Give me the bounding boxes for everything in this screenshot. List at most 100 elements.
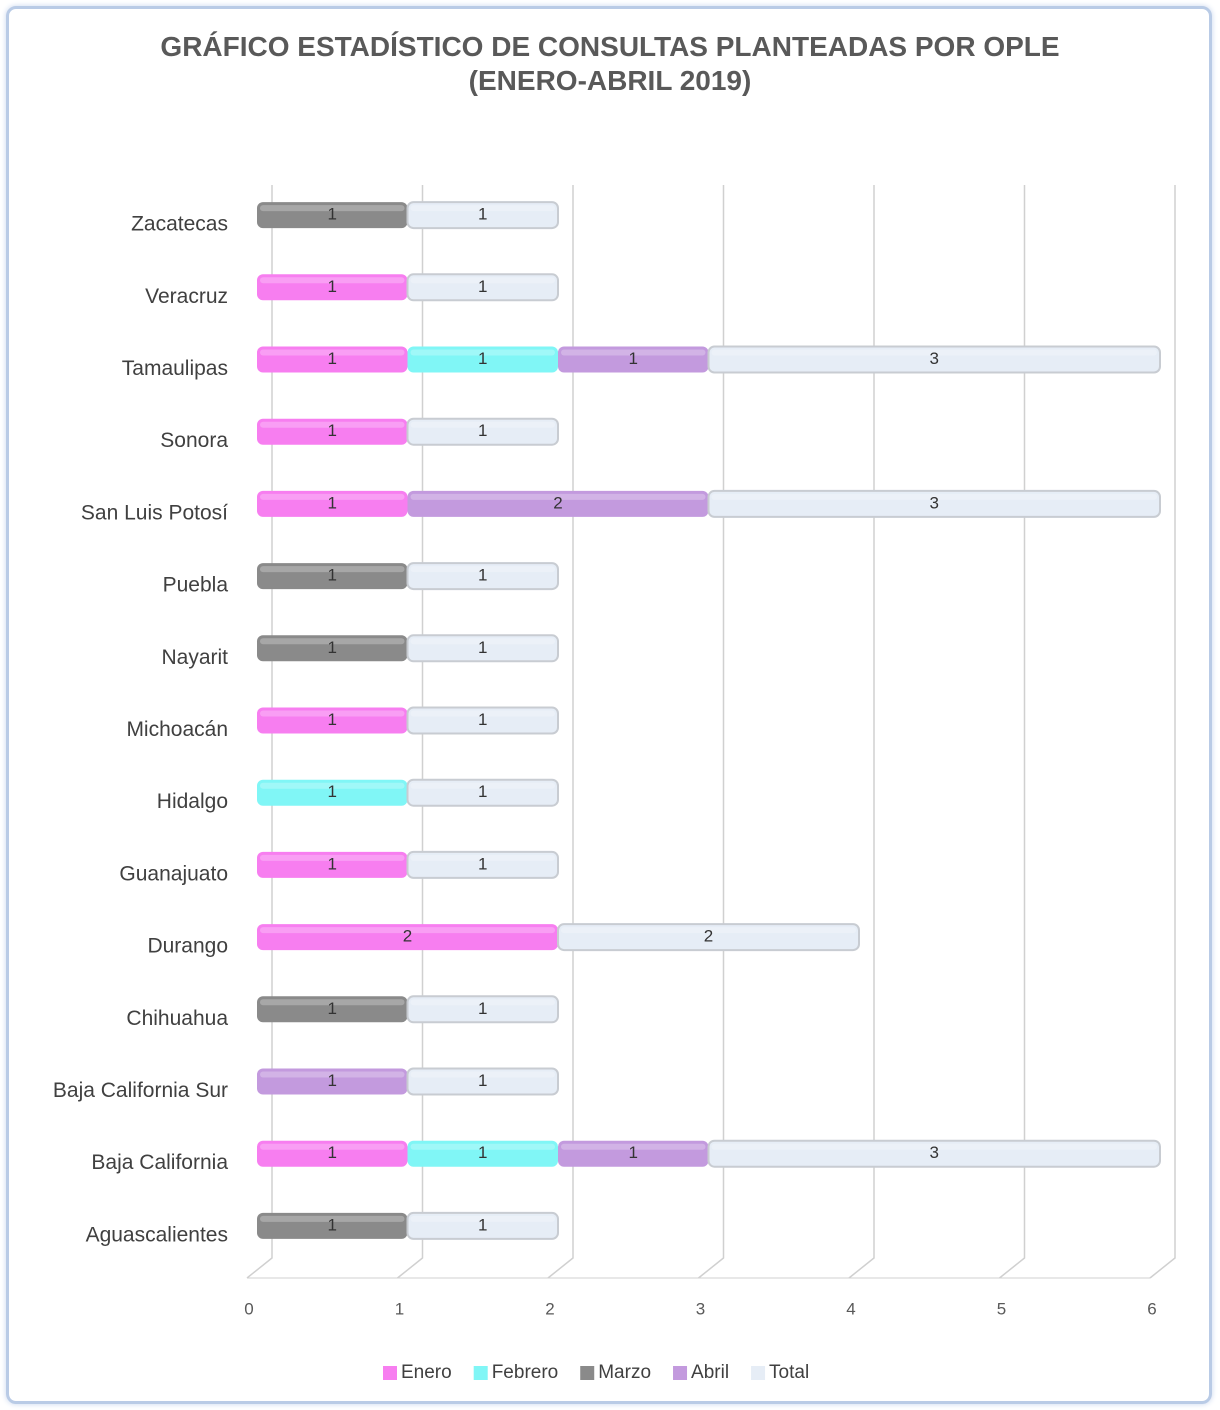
bar-segment (257, 202, 408, 229)
data-label: 1 (328, 782, 337, 801)
data-label: 1 (328, 421, 337, 440)
bar-segment (257, 490, 408, 517)
bar-shine (711, 1143, 1157, 1150)
bar-segment (257, 851, 408, 878)
y-tick-label: Zacatecas (131, 213, 228, 236)
bar-shine (260, 1215, 405, 1222)
legend-swatch (751, 1366, 766, 1380)
data-label: 1 (478, 999, 487, 1018)
data-label: 1 (328, 999, 337, 1018)
data-label: 1 (478, 1215, 487, 1234)
y-tick-label: Tamaulipas (122, 357, 228, 380)
bar-shine (711, 349, 1157, 356)
bar-shine (410, 999, 555, 1006)
bar-shine (260, 638, 405, 645)
data-label: 2 (553, 493, 562, 512)
bar-shine (260, 277, 405, 284)
y-tick-label: Sonora (160, 429, 228, 452)
bar-shine (410, 349, 555, 356)
bar-segment (407, 490, 709, 517)
y-tick-label: Guanajuato (119, 862, 228, 885)
bar-segment (257, 418, 408, 445)
x-tick-label: 0 (244, 1299, 253, 1318)
bar-segment (257, 274, 408, 301)
bar-shine (260, 421, 405, 428)
data-label: 1 (478, 566, 487, 585)
bar-shine (410, 566, 555, 573)
x-tick-label: 2 (545, 1299, 554, 1318)
bar-shine (260, 854, 405, 861)
grid-line (1149, 185, 1176, 1279)
x-tick-label: 6 (1147, 1299, 1156, 1318)
bar-segment (257, 1068, 408, 1095)
bar-shine (260, 349, 405, 356)
bar-segment (257, 346, 408, 373)
data-label: 2 (704, 927, 713, 946)
bar-segment (406, 634, 559, 663)
bar-shine (260, 493, 405, 500)
data-label: 1 (328, 566, 337, 585)
bar-shine (410, 782, 555, 789)
data-label: 3 (930, 349, 939, 368)
legend-swatch (580, 1366, 595, 1380)
data-label: 1 (328, 349, 337, 368)
bar-segment (257, 996, 408, 1023)
data-label: 1 (478, 638, 487, 657)
bar-segment (257, 924, 558, 951)
bar-segment (406, 417, 559, 446)
data-label: 1 (478, 421, 487, 440)
data-label: 1 (478, 205, 487, 224)
bar-shine (561, 349, 706, 356)
bar-segment (406, 850, 559, 879)
y-tick-label: Puebla (163, 574, 229, 597)
data-label: 1 (629, 349, 638, 368)
bar-segment (257, 635, 408, 662)
data-label: 2 (403, 927, 412, 946)
bar-segment (406, 273, 559, 302)
bar-segment (406, 778, 559, 807)
bar-segment (406, 201, 559, 230)
bar-shine (260, 710, 405, 717)
data-label: 1 (328, 205, 337, 224)
data-label: 3 (930, 493, 939, 512)
legend-label: Abril (691, 1362, 729, 1383)
bar-shine (561, 927, 856, 934)
bar-segment (406, 706, 559, 735)
legend-label: Total (769, 1362, 809, 1383)
y-tick-label: Veracruz (145, 285, 228, 308)
bar-segment (407, 346, 558, 373)
bar-segment (707, 1139, 1161, 1168)
x-tick-label: 4 (846, 1299, 855, 1318)
bar-shine (260, 1071, 405, 1078)
bar-segment (257, 563, 408, 590)
x-tick-label: 5 (997, 1299, 1006, 1318)
data-label: 1 (478, 1071, 487, 1090)
bar-segment (558, 346, 709, 373)
bar-segment (257, 1212, 408, 1239)
y-tick-label: Hidalgo (157, 790, 228, 813)
data-label: 1 (328, 1215, 337, 1234)
bar-segment (707, 345, 1161, 374)
bar-shine (410, 710, 555, 717)
data-label: 1 (328, 1071, 337, 1090)
legend-label: Marzo (598, 1362, 651, 1383)
data-label: 1 (328, 638, 337, 657)
title-block: GRÁFICO ESTADÍSTICO DE CONSULTAS PLANTEA… (140, 30, 1080, 98)
bar-segment (257, 1140, 408, 1167)
bar-shine (711, 493, 1157, 500)
bar-shine (410, 854, 555, 861)
bar-shine (410, 1215, 555, 1222)
bar-segment (257, 707, 408, 734)
chart-subtitle: (ENERO-ABRIL 2019) (468, 65, 752, 96)
chart-title: GRÁFICO ESTADÍSTICO DE CONSULTAS PLANTEA… (160, 31, 1060, 62)
legend-label: Febrero (492, 1362, 559, 1383)
bar-shine (410, 638, 555, 645)
grid-line (698, 185, 725, 1279)
y-tick-label: Michoacán (126, 718, 228, 741)
bar-shine (410, 277, 555, 284)
bar-segment (406, 995, 559, 1024)
bar-segment (558, 1140, 709, 1167)
y-tick-label: Baja California (91, 1151, 228, 1174)
